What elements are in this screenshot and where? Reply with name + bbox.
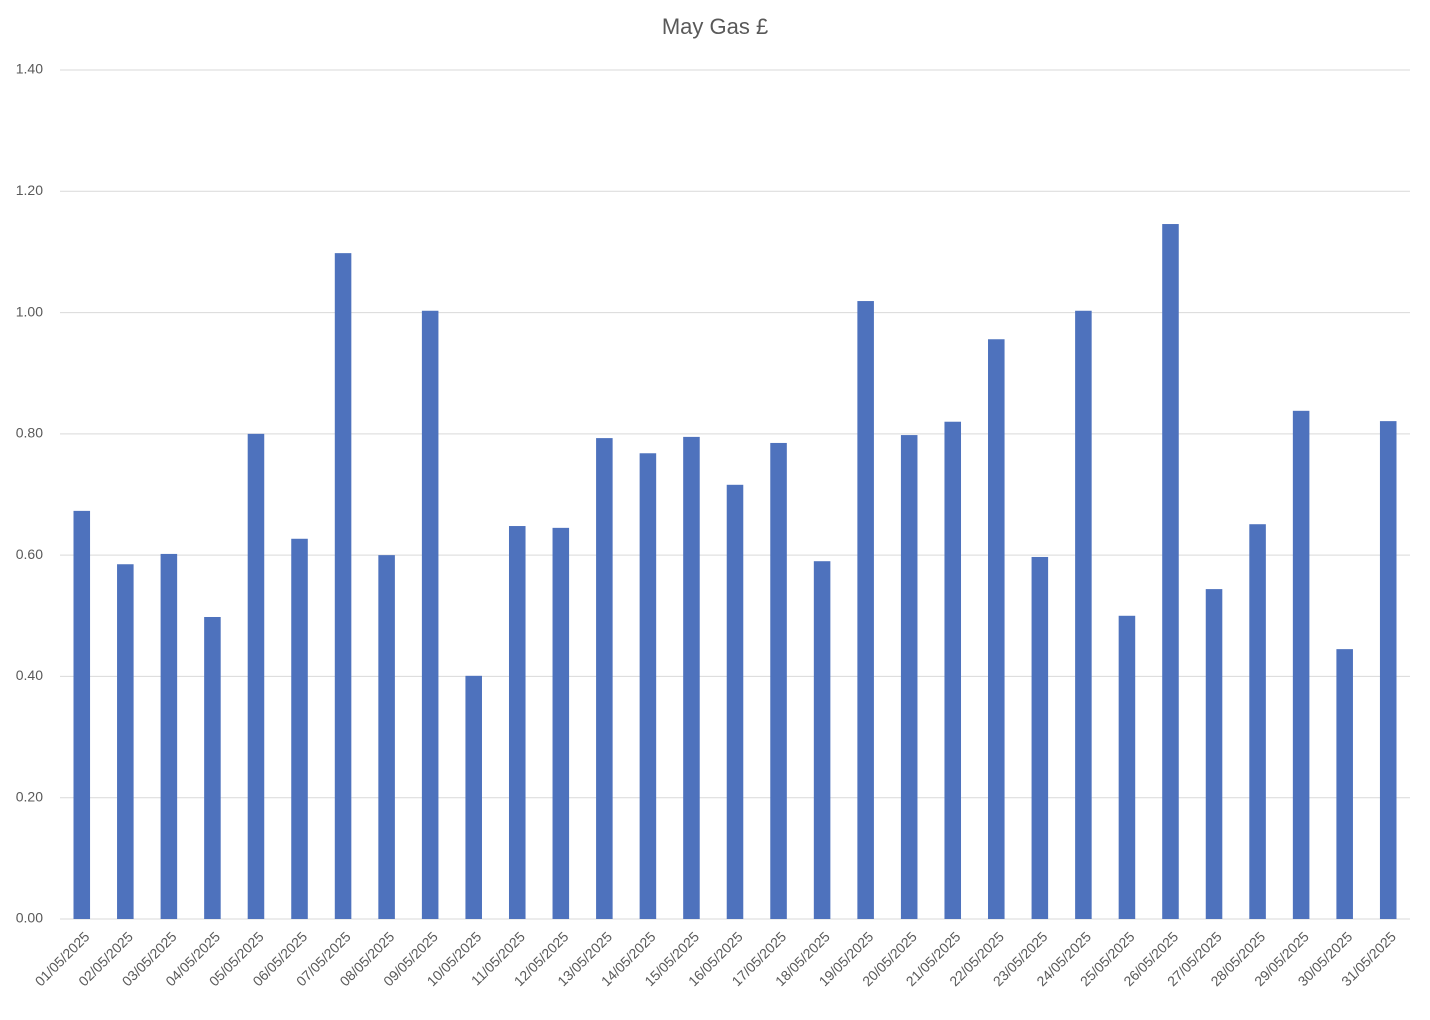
- bar: [378, 555, 395, 919]
- bar: [1162, 224, 1179, 920]
- bar: [813, 561, 831, 919]
- bar: [1249, 524, 1266, 919]
- bar: [465, 675, 482, 919]
- chart-title: May Gas £: [662, 14, 768, 39]
- bar: [160, 553, 178, 919]
- bar: [73, 510, 91, 919]
- bar: [204, 616, 221, 919]
- y-tick-label: 0.20: [16, 788, 43, 804]
- bar: [1379, 421, 1397, 919]
- bar: [117, 564, 134, 919]
- y-tick-label: 0.40: [16, 667, 43, 683]
- bar: [944, 421, 962, 919]
- bar: [1075, 310, 1092, 919]
- y-tick-label: 1.00: [16, 303, 43, 319]
- bar: [1118, 615, 1136, 919]
- bar: [552, 527, 570, 919]
- bar: [639, 453, 657, 919]
- bar: [596, 438, 613, 919]
- bar: [508, 526, 526, 919]
- bar: [1292, 410, 1310, 919]
- y-tick-label: 1.40: [16, 61, 43, 77]
- bar: [857, 301, 874, 919]
- y-tick-label: 0.80: [16, 425, 43, 441]
- y-tick-label: 1.20: [16, 182, 43, 198]
- bar: [1031, 556, 1049, 919]
- bar: [1336, 649, 1353, 919]
- bar: [726, 484, 744, 919]
- bar: [291, 538, 308, 919]
- bar: [900, 435, 918, 919]
- bar: [683, 436, 700, 919]
- y-tick-label: 0.60: [16, 546, 43, 562]
- bar: [770, 442, 787, 919]
- bar: [988, 339, 1005, 919]
- bar: [247, 433, 265, 919]
- y-tick-label: 0.00: [16, 910, 43, 926]
- bar: [421, 310, 439, 919]
- bar: [1205, 589, 1223, 919]
- bar: [334, 253, 352, 920]
